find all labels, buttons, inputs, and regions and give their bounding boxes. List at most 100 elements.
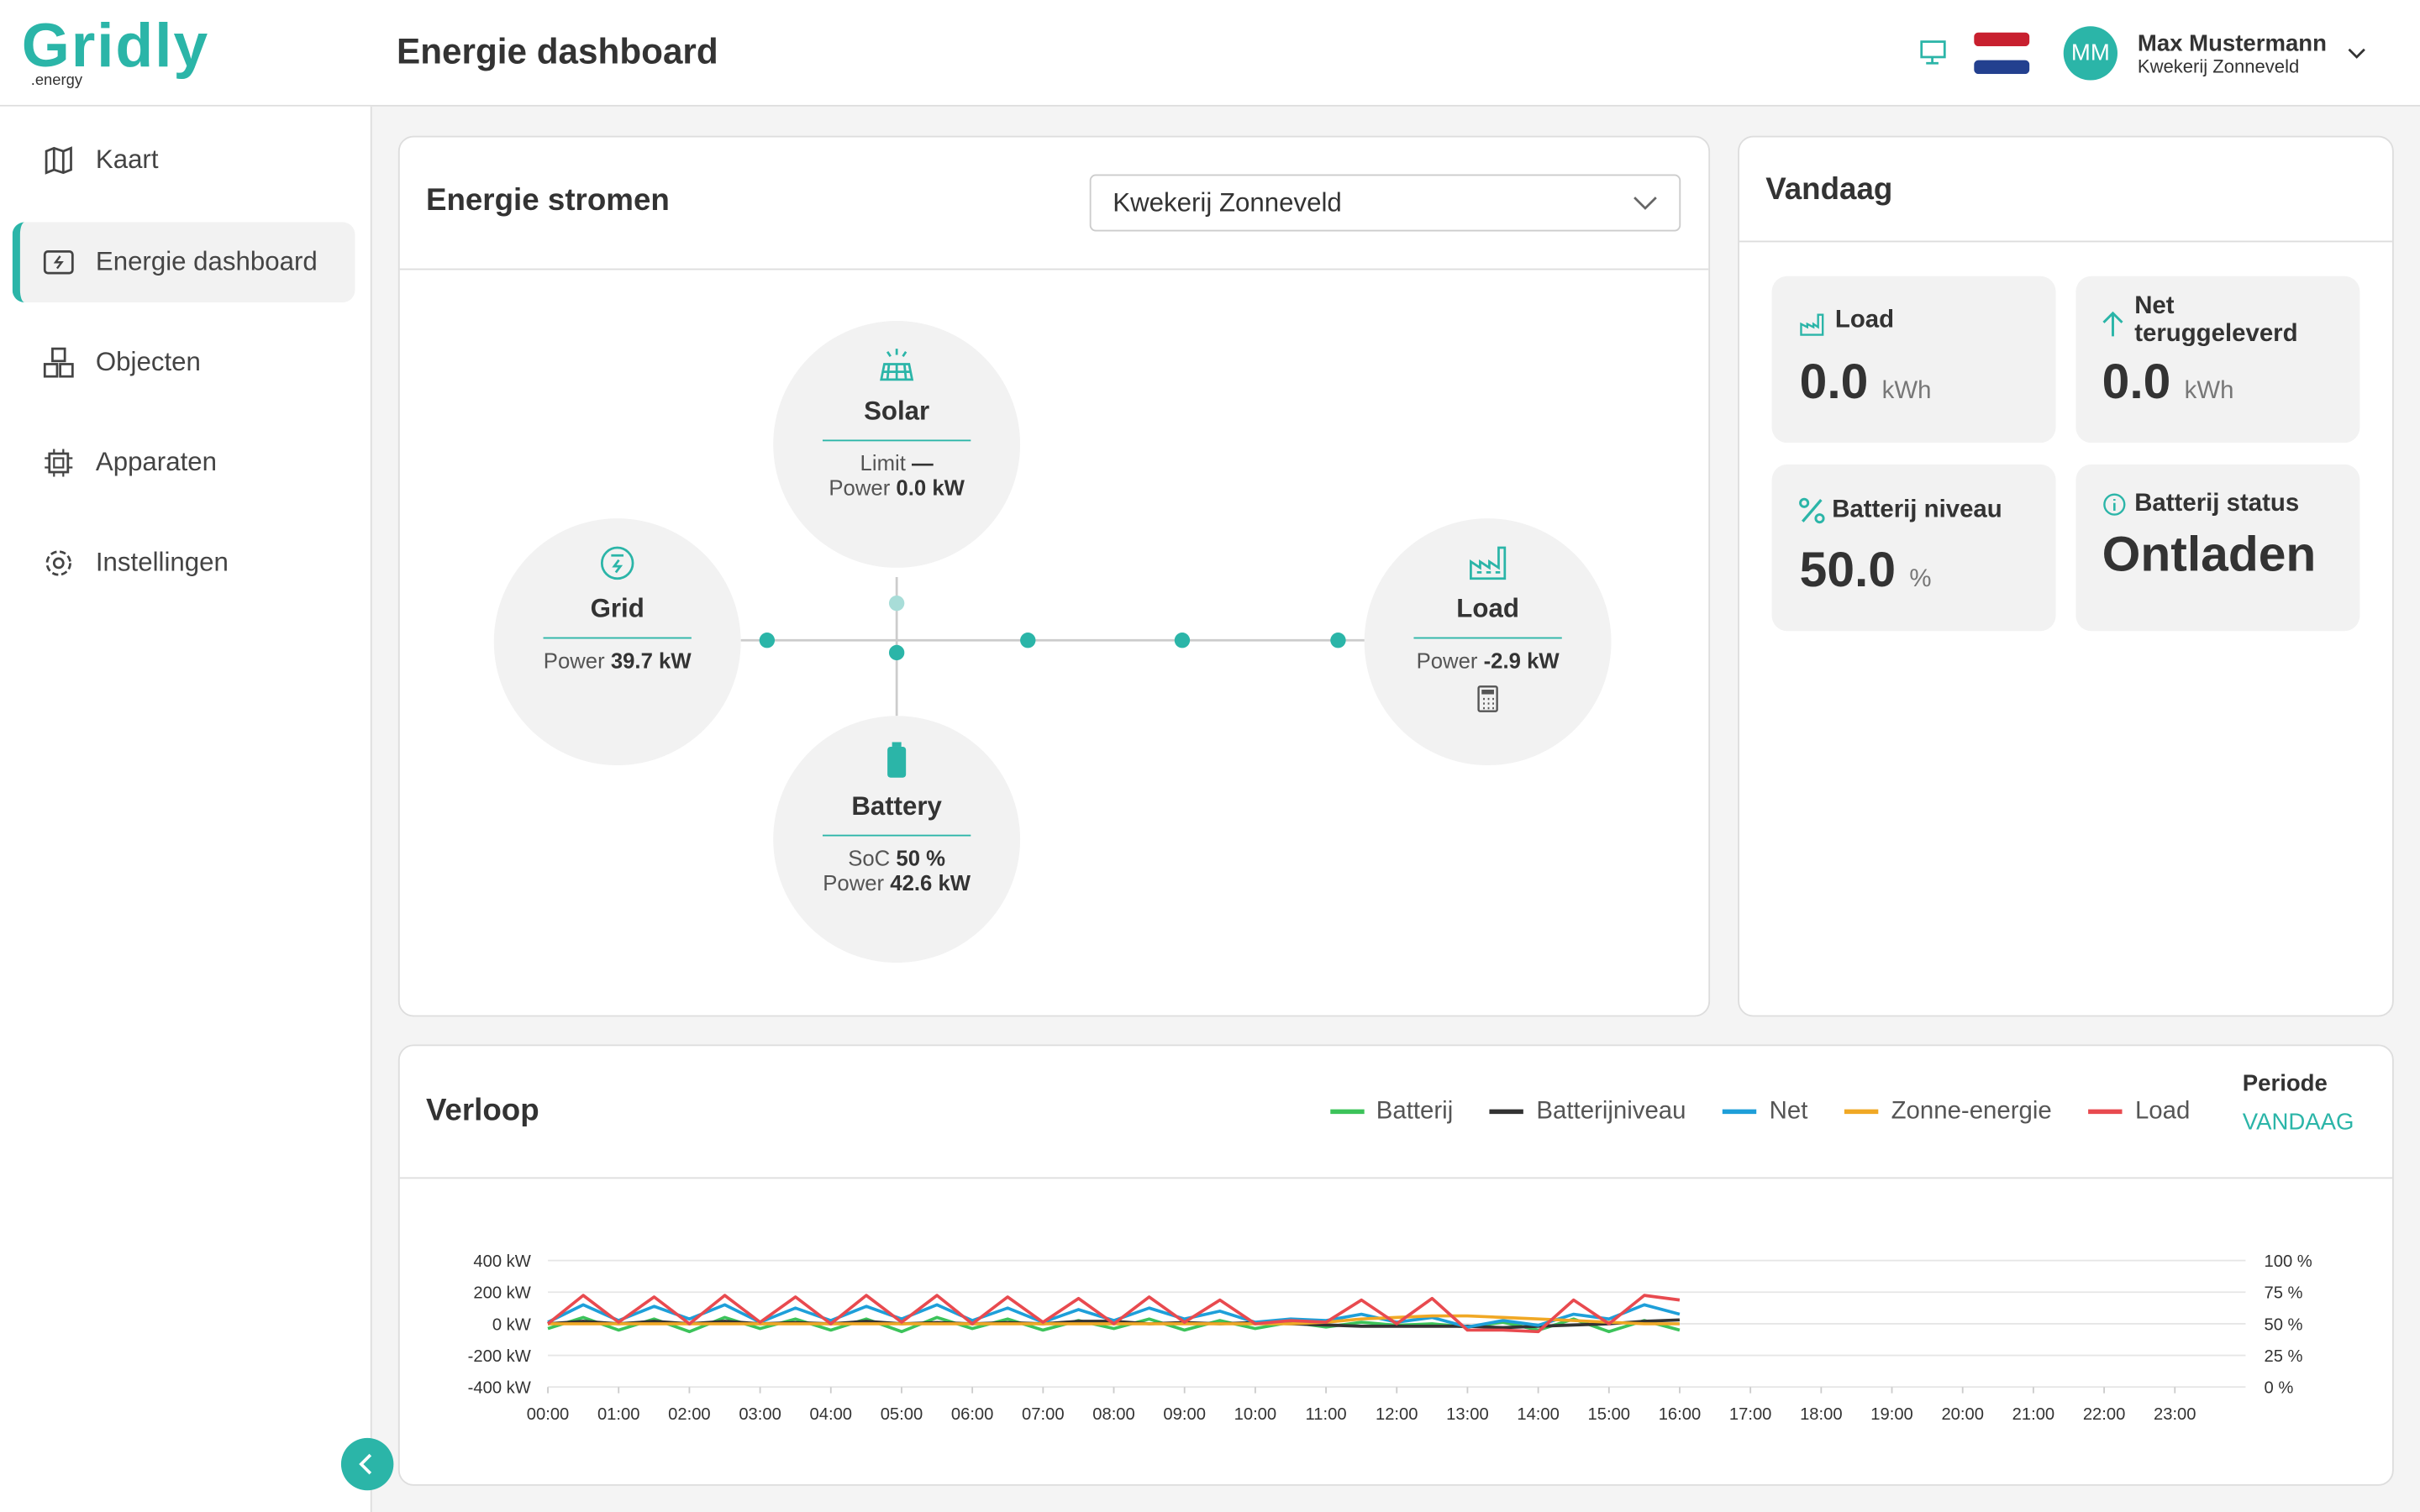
x-tick-label: 16:00	[1659, 1405, 1702, 1424]
node-label: Load	[1413, 594, 1562, 639]
x-tick-label: 14:00	[1517, 1405, 1560, 1424]
stat-label: Batterij status	[2134, 491, 2300, 517]
x-tick-label: 22:00	[2083, 1405, 2126, 1424]
user-menu-chevron[interactable]	[2346, 46, 2368, 61]
logo[interactable]: Gridly	[21, 12, 210, 81]
node-line: Power 39.7 kW	[494, 648, 741, 672]
x-tick-label: 17:00	[1729, 1405, 1772, 1424]
y2-tick-label: 100 %	[2264, 1252, 2312, 1271]
legend-item[interactable]: Load	[2088, 1097, 2191, 1126]
nav-item[interactable]: Objecten	[13, 323, 355, 403]
x-tick-label: 08:00	[1092, 1405, 1135, 1424]
flow-dot	[888, 595, 905, 612]
factory-icon	[1470, 546, 1507, 580]
load-node[interactable]: Load Power -2.9 kW	[1364, 518, 1612, 766]
line-label: Power	[829, 475, 891, 501]
stat-label: Batterij niveau	[1832, 496, 2002, 523]
divider	[1739, 240, 2392, 243]
stat-card: Batterij niveau 50.0 %	[1771, 464, 2056, 632]
x-tick-label: 07:00	[1022, 1405, 1065, 1424]
percent-icon	[1799, 497, 1825, 524]
stat-label: Net teruggeleverd	[2134, 292, 2298, 348]
legend-item[interactable]: Batterij	[1329, 1098, 1453, 1126]
select-value: Kwekerij Zonneveld	[1113, 188, 1342, 218]
nav-item[interactable]: Apparaten	[13, 423, 355, 503]
collapse-button[interactable]	[340, 1437, 394, 1491]
legend-item[interactable]: Net	[1723, 1098, 1807, 1126]
user-org: Kwekerij Zonneveld	[2137, 55, 2300, 77]
stat-card: Load 0.0 kWh	[1771, 276, 2056, 444]
unit: kWh	[2184, 378, 2234, 405]
stat-value: 0.0 kWh	[2102, 354, 2234, 411]
chart-card: Verloop Batterij Batterijniveau Net Zonne-e…	[397, 1044, 2394, 1486]
x-tick-label: 19:00	[1870, 1405, 1913, 1424]
calculator-icon[interactable]	[1476, 685, 1500, 713]
y2-tick-label: 25 %	[2264, 1347, 2302, 1366]
battery-node[interactable]: Battery SoC 50 % Power 42.6 kW	[773, 716, 1021, 963]
period-value[interactable]: VANDAAG	[2242, 1109, 2354, 1136]
y2-tick-label: 0 %	[2264, 1379, 2293, 1398]
solar-icon	[880, 349, 914, 381]
avatar[interactable]: MM	[2063, 26, 2118, 81]
line-label: Power	[1416, 648, 1478, 673]
sidebar	[0, 106, 372, 1512]
node-line: Limit —	[773, 450, 1020, 475]
value: 50.0	[1799, 541, 1897, 597]
nav-item-active[interactable]: Energie dashboard	[12, 222, 355, 303]
x-tick-label: 10:00	[1234, 1405, 1277, 1424]
line-value: 0.0 kW	[896, 475, 965, 501]
legend-label: Zonne-energie	[1891, 1097, 2052, 1125]
stat-card: Batterij status Ontladen	[2075, 464, 2360, 632]
value: 0.0	[1799, 353, 1869, 409]
solar-node[interactable]: Solar Limit — Power 0.0 kW	[773, 321, 1021, 568]
line-label: SoC	[848, 845, 891, 870]
period-label: Periode	[2242, 1070, 2328, 1097]
stat-value: 0.0 kWh	[1800, 354, 1932, 411]
nav-item[interactable]: Instellingen	[13, 523, 355, 604]
line-label: Limit	[860, 450, 906, 475]
nav-label: Instellingen	[95, 548, 229, 577]
monitor-icon[interactable]	[1920, 40, 1948, 65]
nav-label: Apparaten	[95, 447, 217, 477]
stat-label: Load	[1834, 307, 1895, 333]
flow-dot	[1330, 633, 1346, 648]
line-value: —	[911, 450, 934, 475]
grid-node[interactable]: Grid Power 39.7 kW	[493, 518, 741, 766]
flag-nl[interactable]	[1974, 32, 2030, 75]
flow-dot	[1020, 633, 1036, 648]
nav-label: Kaart	[95, 144, 159, 175]
line-label: Power	[823, 869, 885, 895]
legend-label: Load	[2134, 1097, 2191, 1125]
select-chevron	[1634, 197, 1657, 210]
dashboard-icon	[43, 250, 74, 275]
map-icon	[45, 146, 72, 175]
nav-item[interactable]: Kaart	[13, 120, 355, 201]
x-tick-label: 04:00	[810, 1405, 853, 1424]
y-tick-label: 0 kW	[492, 1315, 531, 1334]
line-value: 50 %	[896, 845, 946, 870]
grid-icon	[600, 546, 634, 580]
flow-dot	[888, 644, 905, 661]
line-value: 42.6 kW	[890, 869, 971, 895]
stat-value: Ontladen	[2102, 526, 2317, 582]
x-tick-label: 00:00	[527, 1405, 570, 1424]
info-icon	[2103, 493, 2126, 516]
header: Gridly .energy Energie dashboard MM Max …	[0, 0, 2420, 107]
flow-dot	[759, 633, 776, 648]
line-chart: 400 kW 200 kW 0 kW -200 kW -400 kW 100 % 75 % 5…	[468, 1252, 2312, 1424]
objects-icon	[43, 347, 74, 378]
x-tick-label: 20:00	[1941, 1405, 1984, 1424]
stat-card: Net teruggeleverd 0.0 kWh	[2075, 276, 2360, 444]
settings-icon	[45, 550, 71, 576]
x-tick-label: 11:00	[1306, 1405, 1347, 1424]
site-select[interactable]: Kwekerij Zonneveld	[1089, 174, 1681, 232]
legend-item[interactable]: Batterijniveau	[1490, 1098, 1686, 1126]
legend-swatch	[1490, 1109, 1524, 1115]
value: 0.0	[2102, 353, 2171, 409]
legend-item[interactable]: Zonne-energie	[1844, 1097, 2052, 1126]
battery-icon	[887, 742, 907, 778]
devices-icon	[45, 449, 73, 477]
legend: Batterij Batterijniveau Net Zonne-energie Lo…	[1264, 1094, 2190, 1126]
card-title: Energie stromen	[425, 183, 670, 218]
